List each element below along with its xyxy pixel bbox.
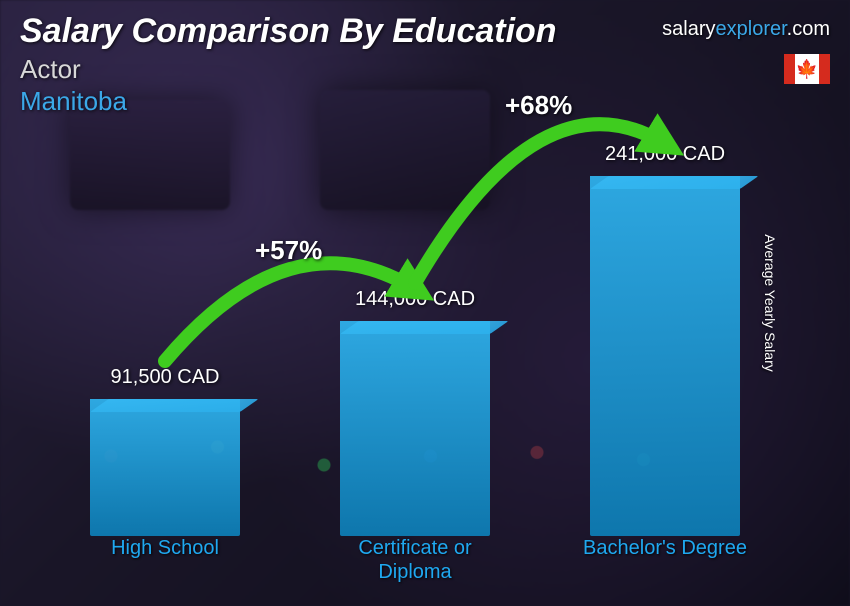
bar-category-label: Certificate or Diploma [325,536,505,586]
chart-title: Salary Comparison By Education [20,12,557,51]
bar-front-face [340,321,490,536]
brand-prefix: salary [662,18,715,40]
bar-chart: 91,500 CAD 144,000 CAD 241,000 CAD High Sc… [60,130,770,586]
labels-container: High School Certificate or Diploma Bachelo… [60,536,770,586]
bar-3d [90,399,240,536]
bar-value-label: 144,000 CAD [355,288,475,311]
content: Salary Comparison By Education Actor Man… [0,0,850,606]
flag-center: 🍁 [795,54,819,84]
brand-suffix: .com [787,18,830,40]
bar-front-face [90,399,240,536]
brand-mid: explorer [716,18,787,40]
country-flag-canada: 🍁 [784,54,830,84]
chart-subtitle-job: Actor [20,54,81,85]
chart-subtitle-region: Manitoba [20,86,127,117]
bar-2: 241,000 CAD [575,143,755,536]
bar-3d [340,321,490,536]
bar-category-label: Bachelor's Degree [575,536,755,586]
bar-0: 91,500 CAD [75,366,255,536]
bar-category-label: High School [75,536,255,586]
increase-pct-label: +68% [505,90,572,121]
flag-stripe-left [784,54,795,84]
brand-watermark: salaryexplorer.com [662,18,830,41]
bar-3d [590,176,740,536]
bar-1: 144,000 CAD [325,288,505,536]
bar-value-label: 241,000 CAD [605,143,725,166]
bar-front-face [590,176,740,536]
flag-stripe-right [819,54,830,84]
maple-leaf-icon: 🍁 [796,60,818,78]
bar-value-label: 91,500 CAD [111,366,220,389]
bars-container: 91,500 CAD 144,000 CAD 241,000 CAD [60,130,770,536]
